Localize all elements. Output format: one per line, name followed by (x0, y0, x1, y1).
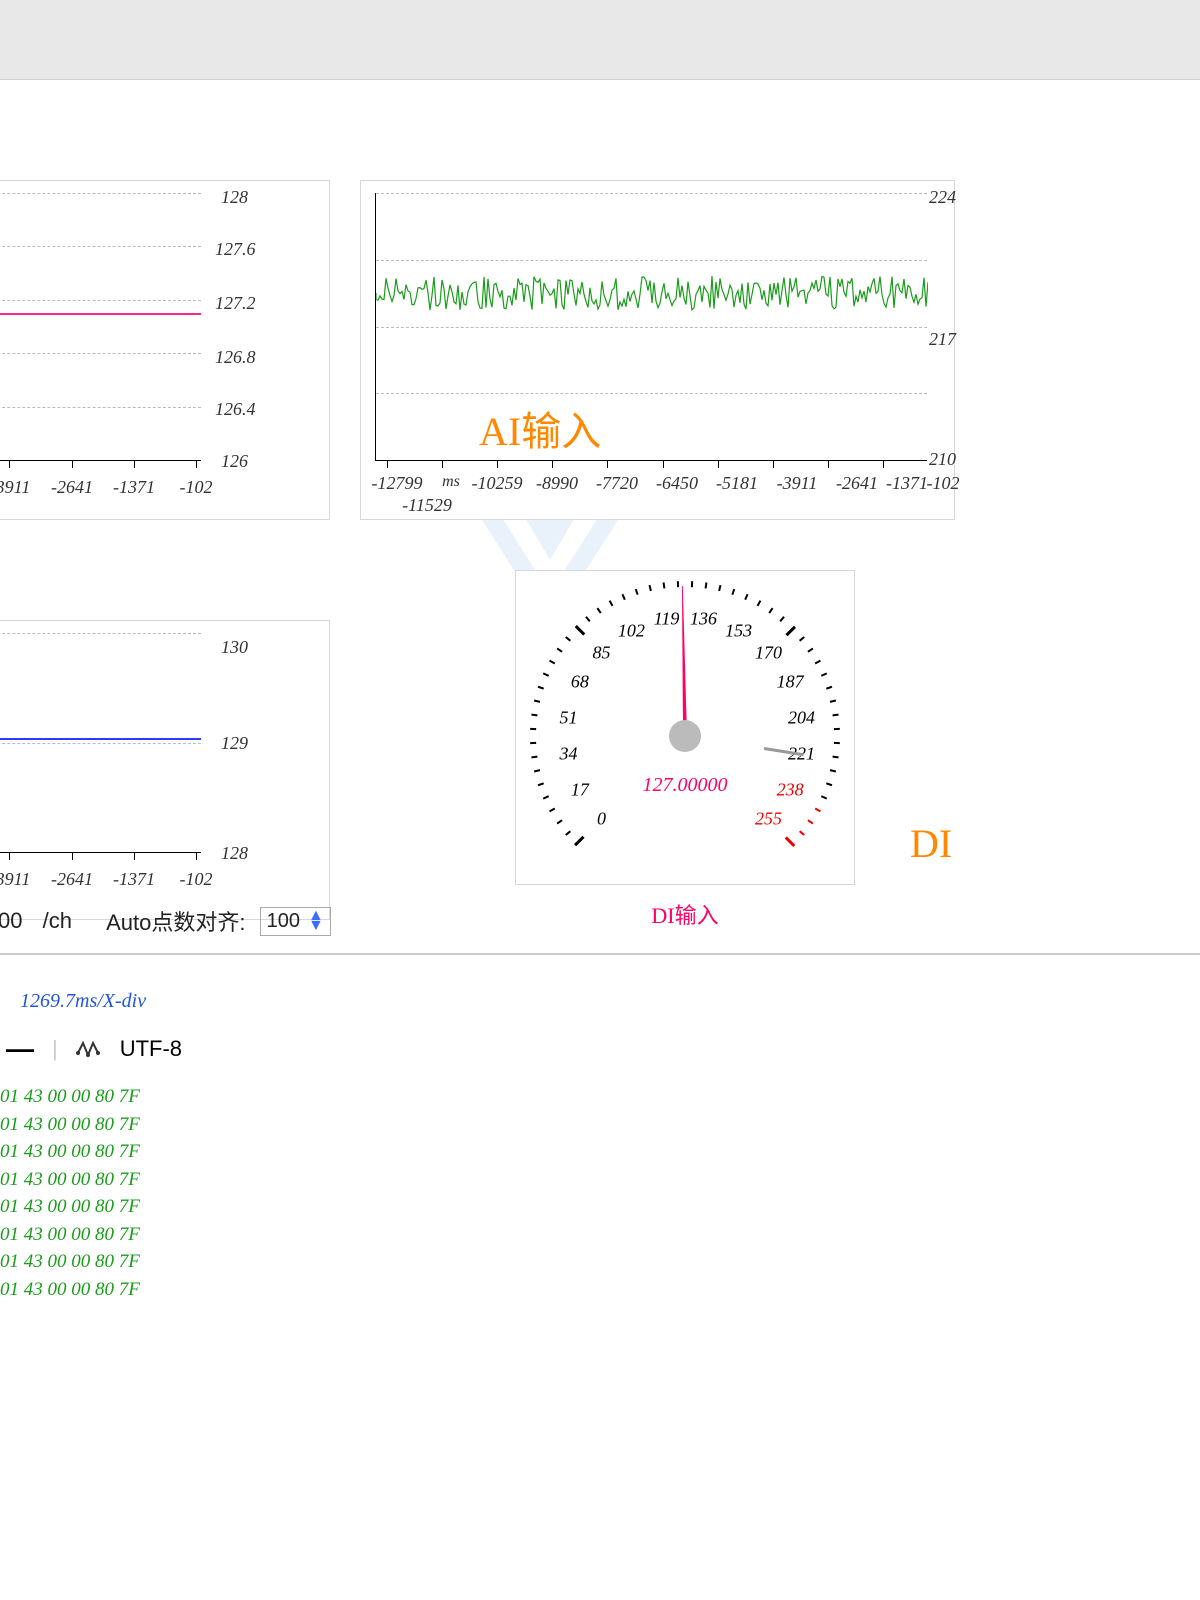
chart1-xtick: -3911 (0, 477, 30, 498)
chart2-xtick-extra: -11529 (402, 495, 452, 516)
chart-panel-3: 130 129 128 -5181 -3911 -2641 -1371 -102 (0, 620, 330, 920)
ai-input-label: AI输入 (479, 399, 601, 457)
ch-unit: /ch (43, 908, 72, 934)
chart2-xtick: -7720 (596, 473, 638, 494)
chart1-xtick: -2641 (51, 477, 93, 498)
hex-line: 01 43 00 00 80 7F (0, 1276, 1200, 1304)
gauge-scale-label: 102 (618, 620, 645, 641)
chart2-xtick: -2641 (836, 473, 878, 494)
minus-icon[interactable]: — (6, 1033, 34, 1065)
chart2-xtick: -6450 (656, 473, 698, 494)
chart1-plot (0, 193, 201, 461)
hex-dump: 01 43 00 00 80 7F01 43 00 00 80 7F01 43 … (0, 1083, 1200, 1303)
chart-panel-2: 224 217 210 -12799 ms -10259 -8990 -7720… (360, 180, 955, 520)
chart1-ytick: 126.4 (215, 399, 256, 420)
chart3-series (0, 738, 201, 740)
chart1-ytick: 128 (221, 187, 248, 208)
gauge-scale-label: 119 (654, 609, 680, 630)
hex-line: 01 43 00 00 80 7F (0, 1111, 1200, 1139)
hex-line: 01 43 00 00 80 7F (0, 1138, 1200, 1166)
gauge-dial: 127.00000 0 17 34 51 6885 102 119 136 153170 187 2… (525, 576, 845, 896)
gauge-needle (680, 586, 687, 736)
chart2-ytick: 217 (929, 329, 956, 350)
hex-line: 01 43 00 00 80 7F (0, 1166, 1200, 1194)
chart1-ytick: 126 (221, 451, 248, 472)
chart1-xtick: -102 (180, 477, 213, 498)
gauge-scale-label: 238 (777, 779, 804, 800)
gauge-scale-label: 85 (593, 642, 611, 663)
stepper-arrows-icon[interactable]: ▲▼ (308, 911, 324, 931)
chart2-xtick: -12799 (372, 473, 423, 494)
chart3-xtick: -1371 (113, 869, 155, 890)
chart2-xtick: -3911 (777, 473, 818, 494)
chart3-ytick: 130 (221, 637, 248, 658)
chart2-xtick: -1371 (886, 473, 928, 494)
chart3-xtick: -102 (180, 869, 213, 890)
ch-value-partial: 00 (0, 908, 22, 934)
hex-line: 01 43 00 00 80 7F (0, 1221, 1200, 1249)
gauge-scale-label: 17 (571, 779, 589, 800)
divider: | (52, 1036, 58, 1062)
chart2-xtick: -102 (927, 473, 960, 494)
gauge-scale-label: 68 (571, 672, 589, 693)
chart2-xunit: ms (442, 473, 460, 491)
gauge-scale-label: 204 (788, 707, 815, 728)
chart1-ytick: 127.2 (215, 293, 256, 314)
chart-area: 128 127.6 127.2 126.8 126.4 126 -5181 -3… (0, 80, 1200, 880)
hex-line: 01 43 00 00 80 7F (0, 1248, 1200, 1276)
auto-align-label: Auto点数对齐: (106, 905, 245, 937)
chart1-ytick: 127.6 (215, 239, 256, 260)
chart1-series (0, 313, 201, 315)
gauge-scale-label: 187 (777, 672, 804, 693)
top-toolbar (0, 0, 1200, 80)
chart3-xtick: -2641 (51, 869, 93, 890)
chart-panel-1: 128 127.6 127.2 126.8 126.4 126 -5181 -3… (0, 180, 330, 520)
x-div-scale: 1269.7ms/X-div (20, 990, 1200, 1013)
chart3-ytick: 128 (221, 843, 248, 864)
hex-line: 01 43 00 00 80 7F (0, 1193, 1200, 1221)
wave-icon[interactable] (76, 1039, 102, 1059)
chart3-plot (0, 633, 201, 853)
di-partial-label: DI (910, 820, 952, 867)
chart3-ytick: 129 (221, 733, 248, 754)
gauge-scale-label: 255 (755, 809, 782, 830)
gauge-hub (669, 720, 701, 752)
chart1-ytick: 126.8 (215, 347, 256, 368)
controls-row: 00 /ch Auto点数对齐: 100 ▲▼ (0, 895, 1200, 955)
gauge-scale-label: 51 (559, 707, 577, 728)
chart2-series (376, 193, 928, 461)
gauge-scale-label: 0 (597, 809, 606, 830)
chart2-xtick: -5181 (716, 473, 758, 494)
chart1-xtick: -1371 (113, 477, 155, 498)
gauge-scale-label: 170 (755, 642, 782, 663)
chart2-ytick: 224 (929, 187, 956, 208)
gauge-panel: 127.00000 0 17 34 51 6885 102 119 136 153170 187 2… (515, 570, 855, 885)
encoding-label: UTF-8 (120, 1036, 182, 1062)
chart2-xtick: -10259 (472, 473, 523, 494)
chart2-plot (375, 193, 927, 461)
chart2-ytick: 210 (929, 449, 956, 470)
bottom-section: 1269.7ms/X-div — | UTF-8 01 43 00 00 80 … (0, 970, 1200, 1303)
auto-align-value: 100 (267, 910, 300, 933)
gauge-value: 127.00000 (643, 774, 728, 797)
auto-align-input[interactable]: 100 ▲▼ (260, 907, 331, 936)
chart2-xtick: -8990 (536, 473, 578, 494)
gauge-scale-label: 34 (559, 744, 577, 765)
chart3-xtick: -3911 (0, 869, 30, 890)
gauge-scale-label: 136 (690, 609, 717, 630)
gauge-scale-label: 153 (725, 620, 752, 641)
hex-line: 01 43 00 00 80 7F (0, 1083, 1200, 1111)
encoding-row: — | UTF-8 (6, 1033, 1200, 1065)
